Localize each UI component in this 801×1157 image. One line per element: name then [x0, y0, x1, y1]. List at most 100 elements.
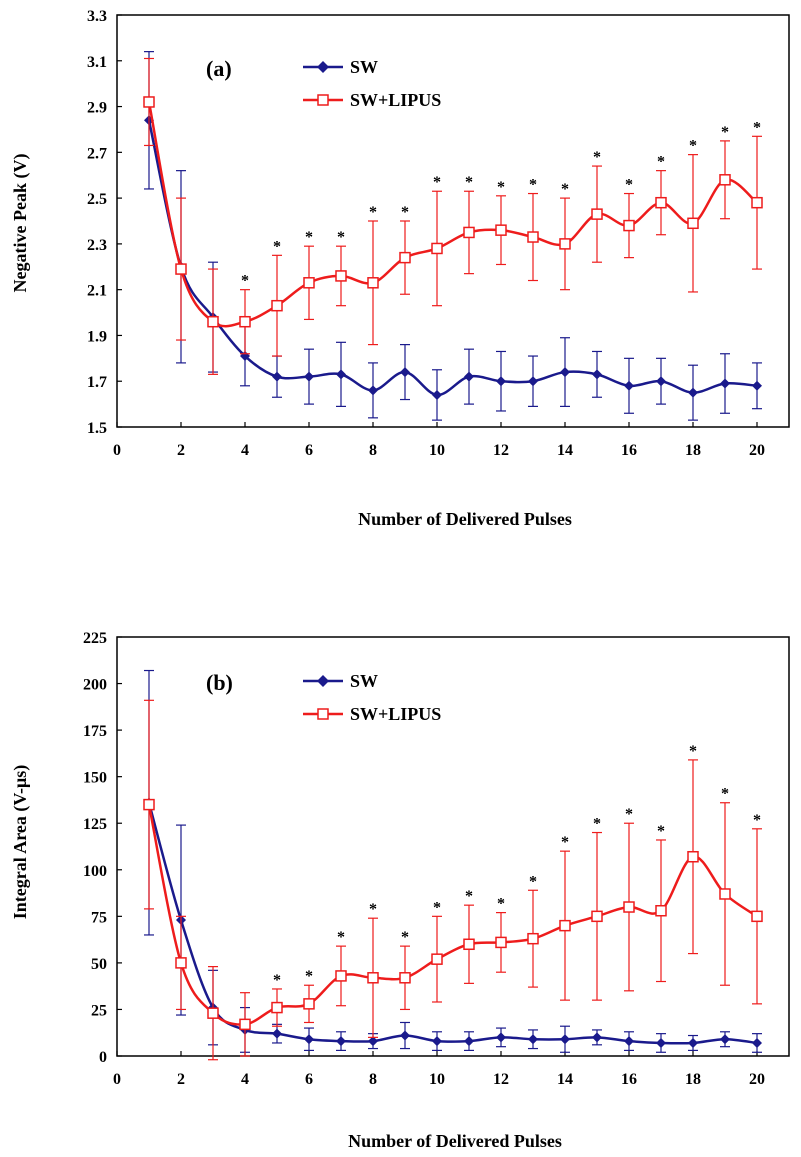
chart-b-legend: SW SW+LIPUS — [303, 671, 441, 724]
lipus-point — [431, 242, 443, 255]
significance-star: * — [401, 204, 409, 221]
significance-star: * — [401, 929, 409, 946]
lipus-point — [175, 263, 187, 275]
sw-point — [432, 1036, 442, 1047]
sw-point — [624, 380, 634, 391]
significance-star: * — [561, 181, 569, 198]
sw-point — [336, 369, 346, 380]
sw-point — [336, 1036, 346, 1047]
sw-point — [624, 1036, 634, 1047]
chart-a-legend-sw-marker — [317, 61, 329, 73]
y-tick-label: 1.7 — [87, 374, 107, 391]
chart-a-x-axis-label: Number of Delivered Pulses — [358, 509, 572, 529]
chart-a-panel-label: (a) — [206, 56, 232, 81]
lipus-point — [271, 1001, 283, 1014]
lipus-point — [335, 970, 347, 982]
lipus-point — [271, 299, 283, 312]
lipus-point — [655, 196, 667, 209]
chart-b-significance-marks: * * * * * * * * * * * * * * * * — [273, 743, 761, 989]
significance-star: * — [721, 124, 729, 141]
chart-a-series-group — [143, 51, 763, 421]
chart-b: 0 25 50 75 100 125 150 175 200 225 0 2 4 6 8 10 12 14 16 1… — [10, 630, 790, 1151]
chart-a-significance-marks: * * * * * * * * * * * * * * * * * — [241, 119, 761, 289]
sw-point — [592, 369, 602, 380]
y-tick-label: 2.7 — [87, 145, 107, 162]
x-tick-label: 20 — [749, 1071, 765, 1088]
y-tick-label: 2.9 — [87, 100, 107, 117]
significance-star: * — [369, 901, 377, 918]
sw-point — [496, 1032, 506, 1043]
lipus-point — [527, 231, 539, 243]
x-tick-label: 10 — [429, 442, 445, 459]
sw-point — [720, 378, 730, 389]
chart-b-series-group — [143, 669, 763, 1061]
significance-star: * — [753, 812, 761, 829]
lipus-point — [527, 932, 539, 945]
significance-star: * — [529, 177, 537, 194]
chart-b-x-axis-label: Number of Delivered Pulses — [348, 1131, 562, 1151]
lipus-point — [399, 972, 411, 984]
chart-b-legend-sw-marker — [317, 675, 329, 687]
chart-a-legend-lipus-label: SW+LIPUS — [350, 90, 441, 110]
sw-point — [656, 1037, 666, 1048]
x-tick-label: 4 — [241, 442, 249, 459]
y-tick-label: 225 — [83, 630, 107, 647]
sw-point — [368, 1036, 378, 1047]
lipus-point — [591, 910, 603, 923]
x-tick-label: 12 — [493, 1071, 509, 1088]
lipus-point — [655, 904, 667, 917]
sw-point — [432, 389, 442, 400]
y-tick-label: 125 — [83, 816, 107, 833]
y-tick-label: 175 — [83, 723, 107, 740]
lipus-point — [559, 919, 571, 932]
significance-star: * — [625, 806, 633, 823]
x-tick-label: 20 — [749, 442, 765, 459]
y-tick-label: 100 — [83, 863, 107, 880]
chart-a-legend-sw-label: SW — [350, 57, 378, 77]
sw-point — [272, 371, 282, 382]
sw-point — [304, 371, 314, 382]
y-tick-label: 25 — [91, 1002, 107, 1019]
sw-point — [528, 376, 538, 387]
lipus-point — [367, 972, 379, 984]
lipus-point — [687, 217, 699, 230]
significance-star: * — [561, 834, 569, 851]
lipus-point — [687, 850, 699, 863]
lipus-point — [623, 219, 635, 232]
lipus-point — [239, 1018, 251, 1031]
lipus-point — [591, 208, 603, 220]
sw-point — [752, 1037, 762, 1048]
x-tick-label: 4 — [241, 1071, 249, 1088]
lipus-point — [495, 936, 507, 949]
chart-a-y-axis-label: Negative Peak (V) — [10, 154, 31, 293]
significance-star: * — [241, 273, 249, 290]
y-tick-label: 1.5 — [87, 420, 107, 437]
lipus-point — [719, 888, 731, 900]
significance-star: * — [721, 786, 729, 803]
x-tick-label: 18 — [685, 442, 701, 459]
chart-b-legend-lipus-marker — [317, 708, 329, 720]
significance-star: * — [625, 177, 633, 194]
significance-star: * — [433, 174, 441, 191]
y-tick-label: 2.5 — [87, 191, 107, 208]
lipus-point — [207, 1007, 219, 1019]
chart-b-y-ticks: 0 25 50 75 100 125 150 175 200 225 — [83, 630, 122, 1066]
sw-point — [720, 1034, 730, 1045]
significance-star: * — [689, 743, 697, 760]
y-tick-label: 0 — [99, 1049, 107, 1066]
significance-star: * — [497, 179, 505, 196]
chart-b-legend-sw-label: SW — [350, 671, 378, 691]
sw-point — [400, 1030, 410, 1041]
sw-point — [400, 367, 410, 378]
significance-star: * — [465, 174, 473, 191]
significance-star: * — [689, 138, 697, 155]
significance-star: * — [465, 888, 473, 905]
x-tick-label: 6 — [305, 1071, 313, 1088]
lipus-point — [143, 798, 155, 811]
chart-a-legend: SW SW+LIPUS — [303, 57, 441, 110]
y-tick-label: 1.9 — [87, 328, 107, 345]
x-tick-label: 16 — [621, 442, 637, 459]
x-tick-label: 8 — [369, 442, 377, 459]
significance-star: * — [593, 816, 601, 833]
y-tick-label: 200 — [83, 677, 107, 694]
